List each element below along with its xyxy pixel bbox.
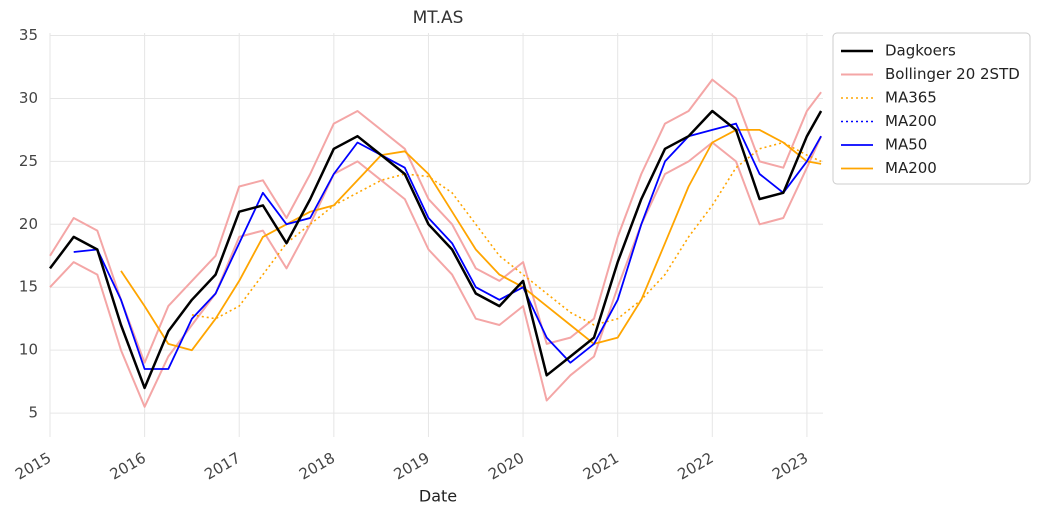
band-lower-line (49, 135, 823, 408)
legend-label: MA200 (885, 112, 937, 130)
y-tick-label: 25 (19, 152, 38, 170)
x-tick-label: 2023 (769, 449, 811, 484)
x-tick-label: 2020 (485, 449, 527, 484)
legend-label: MA50 (885, 136, 927, 154)
y-tick-label: 20 (19, 215, 38, 233)
series-line (49, 78, 822, 364)
plot-area (49, 78, 823, 408)
y-tick-label: 30 (19, 89, 38, 107)
chart-title: MT.AS (413, 8, 464, 28)
x-tick-label: 2018 (296, 449, 338, 484)
legend-box (832, 32, 1031, 185)
legend-label: MA365 (885, 89, 937, 107)
x-axis-label: Date (419, 487, 457, 506)
legend-label: Bollinger 20 2STD (885, 65, 1020, 83)
series-line (49, 109, 823, 390)
x-tick-label: 2021 (580, 449, 622, 484)
x-tick-label: 2019 (391, 449, 433, 484)
series-line (120, 129, 822, 352)
x-tick-label: 2015 (12, 449, 54, 484)
legend: Dagkoers Bollinger 20 2STD MA365 MA200 MA50 M… (832, 32, 1031, 185)
series-line (73, 122, 822, 370)
y-tick-label: 15 (19, 278, 38, 296)
legend-label: MA200 (885, 159, 937, 177)
y-tick-label: 35 (19, 26, 38, 44)
y-tick-label: 10 (19, 341, 38, 359)
x-tick-label: 2017 (201, 449, 243, 484)
legend-label: Dagkoers (885, 42, 956, 60)
x-tick-label: 2016 (107, 449, 149, 484)
y-tick-label: 5 (28, 404, 38, 422)
x-tick-label: 2022 (674, 449, 716, 484)
